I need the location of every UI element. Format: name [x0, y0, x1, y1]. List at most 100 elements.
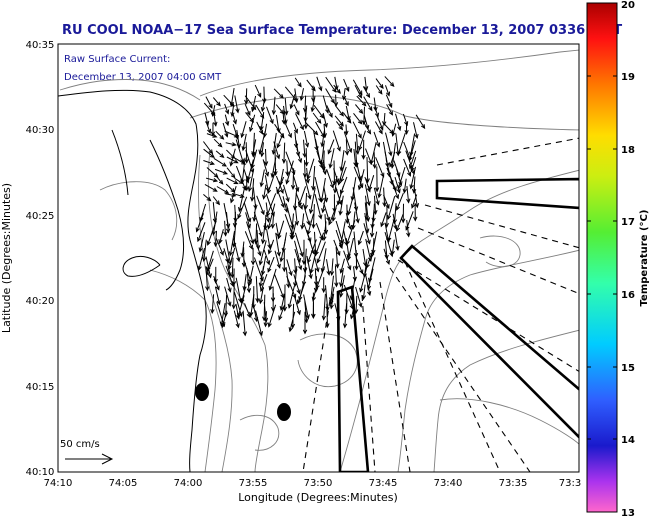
current-vector-head — [278, 315, 283, 321]
current-vector — [286, 275, 296, 298]
current-vector — [245, 212, 251, 228]
current-vector — [226, 156, 238, 164]
current-vector-head — [371, 217, 376, 223]
current-vector-head — [223, 231, 228, 237]
current-vector — [286, 160, 289, 176]
current-vector — [255, 310, 263, 336]
current-vector — [284, 97, 288, 115]
current-vector — [312, 204, 315, 228]
current-vector-head — [361, 101, 367, 107]
current-vector-head — [311, 86, 316, 92]
current-vector-head — [230, 173, 236, 179]
current-vector-head — [358, 145, 363, 151]
site-marker — [195, 383, 209, 401]
current-vector-head — [394, 194, 399, 200]
current-vector-head — [339, 111, 344, 117]
current-vector — [387, 220, 395, 242]
current-vector — [294, 131, 297, 148]
current-vector-head — [339, 121, 344, 127]
current-vector — [261, 97, 266, 112]
current-vector-head — [389, 82, 395, 88]
current-vector — [251, 95, 257, 112]
current-vector-head — [260, 106, 266, 113]
current-vector-head — [233, 180, 239, 185]
current-vector — [397, 166, 406, 189]
current-vector — [364, 212, 369, 233]
current-vector-head — [322, 170, 327, 176]
current-vector — [323, 159, 326, 175]
current-vector-head — [414, 133, 419, 140]
current-subtitle-1: Raw Surface Current: — [64, 54, 170, 65]
current-vector — [343, 95, 349, 106]
current-vector — [262, 159, 269, 176]
current-vector — [252, 304, 258, 322]
current-vector — [339, 195, 344, 215]
current-vector-head — [262, 316, 267, 322]
current-vector — [238, 186, 246, 212]
current-vector-head — [380, 222, 385, 228]
current-vector — [326, 259, 330, 275]
x-tick-label: 73:50 — [304, 478, 333, 489]
current-vector — [204, 112, 209, 125]
current-vector — [261, 142, 264, 157]
current-vector-head — [357, 93, 362, 99]
current-vector-head — [347, 225, 352, 231]
current-vector — [333, 84, 341, 94]
current-vector — [363, 115, 369, 130]
current-vector — [278, 304, 286, 320]
current-vector — [338, 160, 346, 185]
current-vector-head — [232, 119, 237, 125]
current-vector-head — [307, 194, 312, 200]
coast-line — [122, 255, 161, 277]
current-vector — [213, 114, 217, 126]
current-vector — [403, 158, 411, 176]
current-vector — [269, 268, 277, 290]
colorbar: 20 19 18 17 16 15 14 13 Temperature (°C) — [586, 0, 650, 518]
current-vector — [330, 293, 335, 309]
current-vector — [325, 88, 335, 104]
current-vector — [394, 203, 397, 224]
current-vector-head — [332, 180, 337, 186]
current-vector — [221, 310, 228, 328]
current-vector — [294, 88, 298, 103]
current-vector-head — [411, 203, 416, 209]
current-vector-head — [379, 84, 384, 90]
y-tick-label: 40:25 — [26, 211, 55, 222]
current-vector-head — [302, 329, 308, 335]
current-vector — [310, 187, 316, 214]
current-vector — [300, 88, 304, 101]
current-vector — [243, 168, 249, 183]
current-vector-head — [244, 158, 249, 164]
current-vector — [343, 131, 352, 153]
current-vector — [343, 284, 354, 309]
current-vector — [321, 178, 326, 202]
current-vector — [234, 95, 239, 113]
y-axis-label: Latitude (Degrees:Minutes) — [0, 183, 13, 333]
current-vector-head — [258, 299, 264, 305]
current-vector — [260, 169, 265, 187]
current-vector — [340, 150, 345, 171]
current-vector — [286, 160, 294, 184]
current-vector-head — [291, 170, 296, 176]
current-vector — [203, 160, 215, 165]
current-vector — [334, 115, 344, 127]
current-vector-head — [348, 148, 353, 154]
current-vector-head — [236, 257, 241, 263]
current-vector-head — [325, 323, 330, 329]
current-vector — [225, 265, 234, 287]
current-vector-head — [269, 119, 274, 125]
current-vector-head — [216, 101, 221, 107]
contour-line — [189, 95, 579, 131]
current-vector-head — [202, 257, 207, 263]
current-vector-head — [263, 322, 268, 328]
current-vector-head — [334, 282, 339, 288]
current-vector-head — [237, 214, 242, 220]
current-vector — [226, 212, 229, 233]
current-vector — [320, 140, 325, 165]
current-vector — [415, 114, 426, 129]
current-vector-head — [401, 218, 406, 224]
coast-line — [149, 139, 184, 291]
current-vector — [235, 165, 246, 190]
current-vector — [307, 239, 317, 263]
current-vector — [312, 165, 316, 190]
